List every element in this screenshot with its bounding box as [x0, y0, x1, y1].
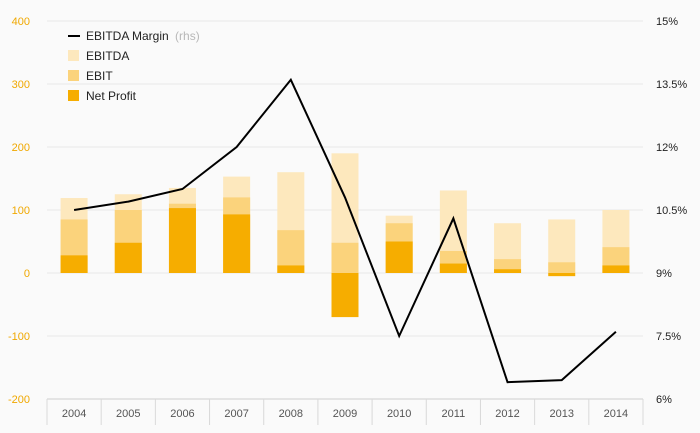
y-right-tick-label: 10.5%	[656, 205, 687, 217]
y-left-tick-label: 400	[12, 16, 30, 28]
legend-label: EBITDA	[86, 49, 129, 63]
net-profit-bar	[548, 273, 576, 277]
net-profit-bar	[439, 263, 467, 273]
net-profit-bar	[114, 242, 142, 273]
x-tick-label: 2007	[224, 408, 248, 420]
ebit-bar	[331, 242, 359, 273]
x-tick-label: 2013	[549, 408, 573, 420]
margin-line	[73, 77, 617, 384]
y-right-tick-label: 9%	[656, 268, 672, 280]
x-tick-label: 2009	[333, 408, 357, 420]
y-right-tick-label: 6%	[656, 394, 672, 406]
x-tick-label: 2014	[604, 408, 628, 420]
y-left-tick-label: -200	[8, 394, 30, 406]
legend-label: Net Profit	[86, 89, 137, 103]
net-profit-bar	[331, 273, 359, 318]
bar-marks	[60, 153, 630, 318]
x-tick-label: 2012	[495, 408, 519, 420]
net-profit-bar	[223, 214, 251, 273]
y-left-tick-label: 0	[24, 268, 30, 280]
legend-swatch	[68, 70, 79, 81]
net-profit-bar	[494, 269, 522, 273]
x-tick-label: 2011	[442, 408, 466, 420]
y-right-tick-label: 7.5%	[656, 331, 681, 343]
net-profit-bar	[385, 241, 413, 273]
net-profit-bar	[168, 208, 196, 273]
x-tick-label: 2006	[170, 408, 194, 420]
x-tick-label: 2004	[62, 408, 86, 420]
net-profit-bar	[277, 265, 305, 273]
net-profit-bar	[602, 265, 630, 273]
y-left-tick-label: 100	[12, 205, 30, 217]
axes: -200 6% -100 7.5% 0 9% 100 10.5% 200 12% 300 13.5% 4…	[8, 16, 687, 425]
y-left-tick-label: 200	[12, 142, 30, 154]
y-right-tick-label: 12%	[656, 142, 678, 154]
x-tick-label: 2005	[116, 408, 140, 420]
legend-swatch	[68, 50, 79, 61]
y-left-tick-label: 300	[12, 79, 30, 91]
ebitda-margin-line	[73, 77, 617, 384]
legend-swatch	[68, 90, 79, 101]
ebit-bar	[548, 262, 576, 273]
y-right-tick-label: 15%	[656, 16, 678, 28]
legend-label: EBIT	[86, 69, 113, 83]
x-tick-label: 2008	[279, 408, 303, 420]
legend: EBITDA Margin (rhs) EBITDA EBIT Net Prof…	[68, 29, 200, 103]
x-tick-label: 2010	[387, 408, 411, 420]
net-profit-bar	[60, 255, 88, 273]
legend-label: EBITDA Margin (rhs)	[86, 29, 200, 43]
y-right-tick-label: 13.5%	[656, 79, 687, 91]
y-left-tick-label: -100	[8, 331, 30, 343]
